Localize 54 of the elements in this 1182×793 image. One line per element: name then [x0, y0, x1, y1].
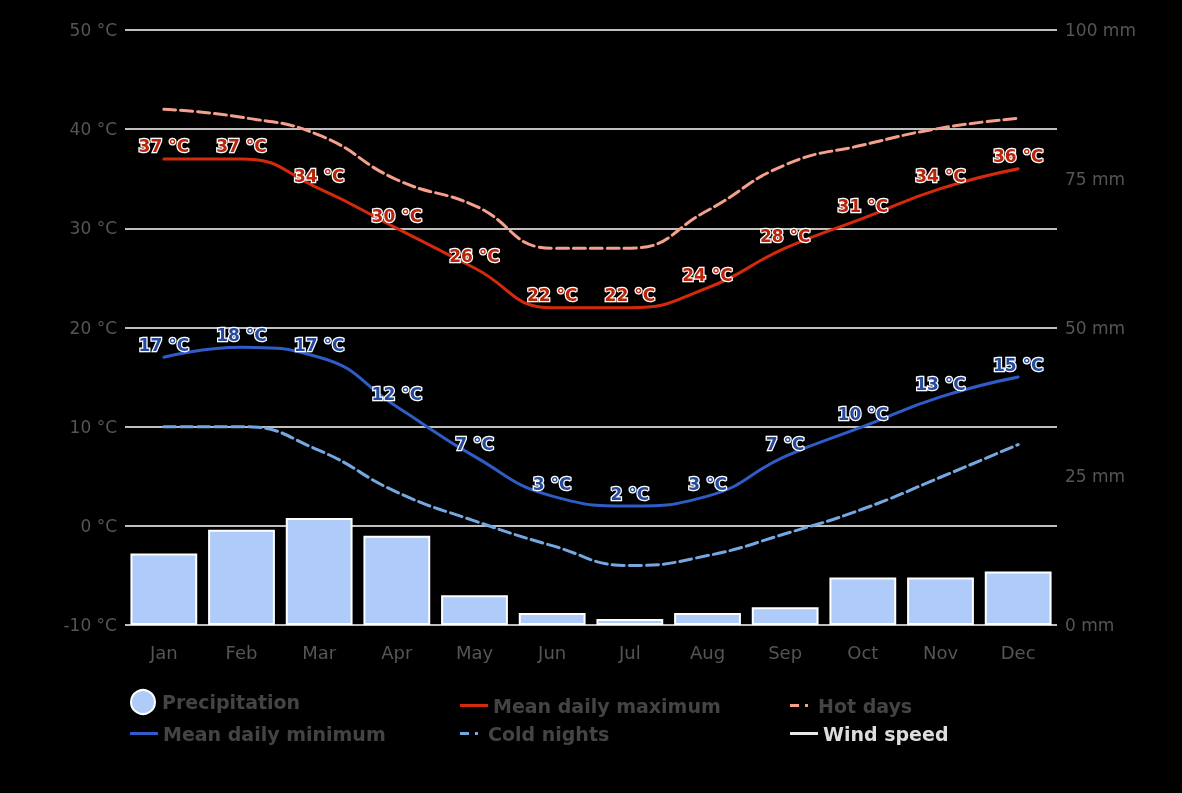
- legend-label: Mean daily minimum: [163, 722, 386, 745]
- line-series: [162, 107, 1020, 250]
- x-tick-label: Nov: [922, 641, 959, 663]
- y-tick-label: -10 °C: [63, 615, 117, 635]
- data-label: 13 °C: [915, 374, 966, 395]
- x-tick-label: May: [455, 641, 494, 663]
- legend-label: Mean daily maximum: [493, 694, 721, 717]
- data-label: 31 °C: [837, 195, 889, 216]
- data-label: 3 °C: [688, 473, 727, 494]
- data-label: 15 °C: [992, 354, 1044, 375]
- data-label: 34 °C: [293, 166, 345, 187]
- data-label: 10 °C: [837, 404, 889, 425]
- x-tick-label: Apr: [381, 641, 413, 663]
- data-label: 22 °C: [526, 285, 578, 306]
- x-tick-label: Jul: [617, 641, 641, 663]
- x-tick-label: Jun: [537, 641, 567, 663]
- y-tick-label: 50 °C: [69, 20, 117, 40]
- y2-tick-label: 25 mm: [1065, 466, 1126, 487]
- line-series: [162, 425, 1020, 567]
- data-label: 22 °C: [604, 285, 656, 306]
- data-label: 30 °C: [371, 205, 423, 226]
- y2-tick-label: 50 mm: [1065, 317, 1126, 338]
- y-tick-label: 40 °C: [69, 119, 117, 140]
- x-tick-label: Dec: [1000, 641, 1036, 663]
- data-label: 26 °C: [449, 245, 500, 266]
- x-tick-label: Oct: [847, 641, 879, 663]
- data-label: 17 °C: [293, 334, 345, 355]
- y2-tick-label: 100 mm: [1065, 20, 1136, 40]
- x-tick-label: Mar: [302, 641, 337, 663]
- data-label: 36 °C: [992, 146, 1044, 167]
- legend-label: Wind speed: [823, 722, 949, 745]
- data-label: 34 °C: [915, 166, 966, 187]
- data-label: 17 °C: [138, 334, 190, 355]
- data-label: 3 °C: [532, 473, 572, 494]
- y2-tick-label: 0 mm: [1065, 615, 1115, 635]
- x-tick-label: Feb: [225, 641, 258, 663]
- data-label: 37 °C: [138, 136, 190, 157]
- y-tick-label: 20 °C: [69, 317, 117, 338]
- data-label: 24 °C: [682, 265, 733, 286]
- data-label: 2 °C: [610, 483, 650, 504]
- y-tick-label: 0 °C: [80, 515, 117, 536]
- legend-label: Precipitation: [162, 691, 301, 713]
- x-tick-label: Aug: [689, 641, 726, 663]
- data-label: 28 °C: [759, 225, 811, 246]
- y-tick-label: 30 °C: [69, 218, 117, 239]
- data-label: 7 °C: [765, 433, 805, 454]
- x-tick-label: Jan: [148, 641, 178, 663]
- y2-tick-label: 75 mm: [1065, 168, 1126, 189]
- data-label: 18 °C: [216, 324, 267, 345]
- legend-label: Hot days: [818, 694, 913, 717]
- data-label: 37 °C: [216, 136, 267, 157]
- legend-label: Cold nights: [488, 722, 610, 745]
- x-tick-label: Sep: [768, 641, 803, 663]
- y-tick-label: 10 °C: [69, 416, 117, 437]
